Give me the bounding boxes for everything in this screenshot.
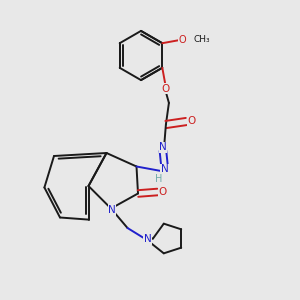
Text: N: N (160, 164, 168, 174)
Text: N: N (108, 205, 116, 215)
Text: O: O (162, 83, 170, 94)
Text: O: O (158, 187, 167, 197)
Text: N: N (144, 234, 152, 244)
Text: O: O (178, 34, 186, 45)
Text: O: O (187, 116, 196, 126)
Text: N: N (159, 142, 167, 152)
Text: H: H (155, 174, 162, 184)
Text: CH₃: CH₃ (193, 35, 210, 44)
